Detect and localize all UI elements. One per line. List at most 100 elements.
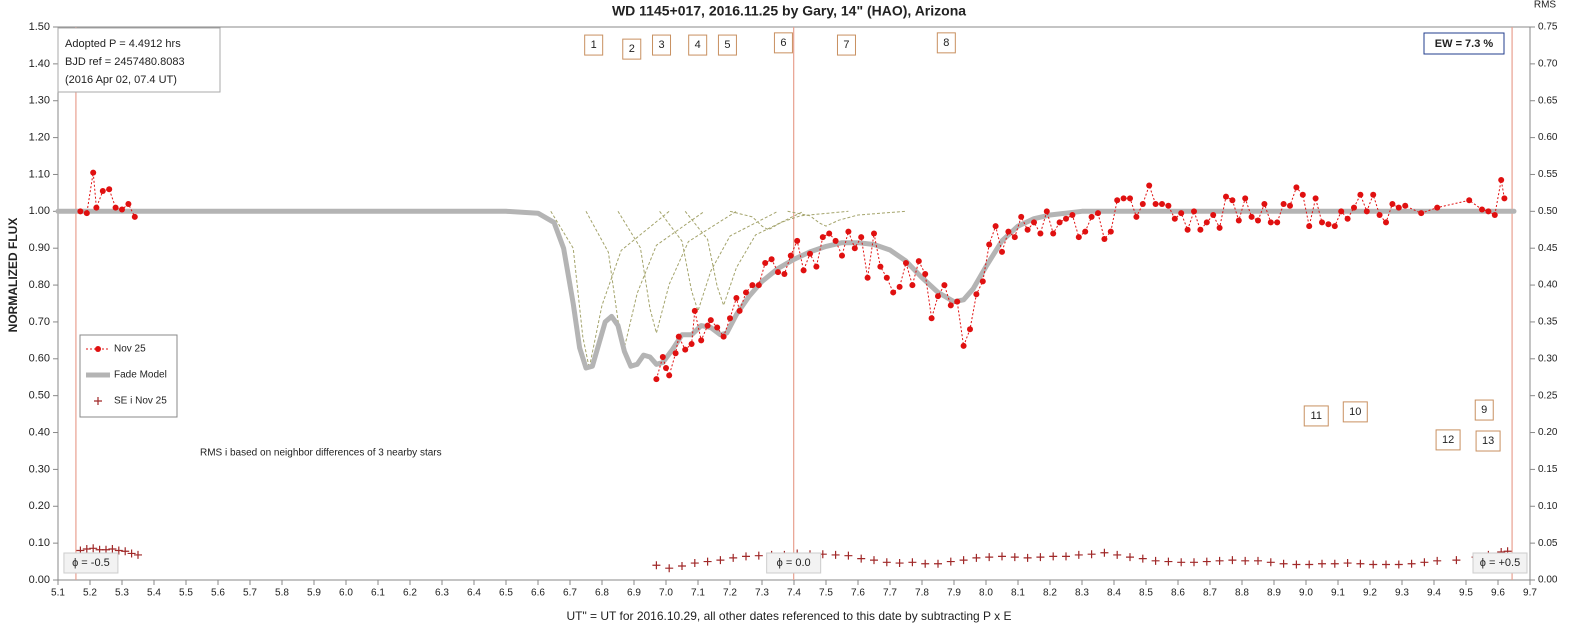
data-point	[928, 315, 935, 322]
data-point	[1287, 202, 1293, 209]
data-point	[1178, 210, 1185, 217]
data-point	[1389, 200, 1396, 207]
chart-title: WD 1145+017, 2016.11.25 by Gary, 14" (HA…	[612, 3, 966, 19]
data-point	[845, 228, 852, 235]
y2-tick-label: 0.25	[1538, 390, 1558, 401]
se-cross	[1228, 556, 1237, 565]
se-cross	[1164, 557, 1173, 566]
se-cross	[1138, 554, 1147, 563]
ew-box	[1423, 32, 1505, 55]
data-point	[1331, 223, 1338, 230]
x-tick-label: 6.6	[531, 588, 545, 599]
data-point	[1203, 219, 1210, 226]
se-cross	[665, 564, 674, 573]
se-cross	[895, 559, 904, 568]
data-point	[1319, 219, 1325, 226]
x-tick-label: 9.4	[1427, 588, 1441, 599]
data-point	[1107, 228, 1114, 235]
se-cross	[121, 547, 130, 556]
data-point	[775, 269, 781, 276]
data-point	[112, 204, 119, 211]
annotation-box	[936, 32, 956, 54]
data-point	[1037, 230, 1044, 237]
data-point	[973, 291, 980, 298]
se-cross	[1292, 560, 1301, 569]
x-tick-label: 8.8	[1235, 588, 1249, 599]
se-cross	[959, 556, 968, 565]
y2-tick-label: 0.35	[1538, 317, 1558, 328]
data-point	[1434, 204, 1441, 211]
y-tick-label: 0.00	[29, 574, 50, 586]
data-point	[762, 259, 769, 266]
data-point	[1005, 228, 1012, 235]
data-point	[1082, 228, 1089, 235]
annotation-label: 4	[695, 39, 701, 51]
data-point	[755, 282, 762, 289]
data-point	[1191, 208, 1197, 215]
data-point	[77, 208, 84, 215]
data-point	[1363, 208, 1370, 215]
y2-tick-label: 0.70	[1538, 59, 1558, 70]
se-cross	[1113, 550, 1122, 559]
se-cross	[882, 558, 891, 567]
data-point	[1101, 235, 1108, 242]
ew-label: EW = 7.3 %	[1435, 38, 1494, 50]
annotation-box	[584, 34, 604, 56]
legend-swatch	[95, 346, 101, 352]
se-cross	[972, 553, 981, 562]
data-point	[93, 204, 100, 211]
se-cross	[1087, 550, 1096, 559]
se-cross	[1241, 556, 1250, 565]
data-point	[896, 283, 903, 290]
annotation-label: 6	[780, 37, 786, 49]
phase-label: ϕ = -0.5	[72, 557, 110, 569]
x-tick-label: 7.4	[787, 588, 801, 599]
phase-label: ϕ = +0.5	[1480, 557, 1520, 569]
se-cross	[934, 559, 942, 568]
annotation-label: 13	[1482, 435, 1494, 447]
se-cross	[1330, 559, 1339, 568]
x-tick-label: 8.3	[1075, 588, 1089, 599]
x-tick-label: 6.9	[627, 588, 641, 599]
data-point	[1485, 208, 1492, 215]
data-point	[1395, 204, 1402, 211]
se-cross	[998, 552, 1006, 561]
data-point	[1418, 210, 1425, 217]
data-point	[1248, 213, 1255, 220]
data-point	[1351, 204, 1357, 211]
data-point	[915, 258, 922, 265]
data-point	[1114, 197, 1121, 204]
data-point	[1402, 202, 1409, 209]
phase-label-box	[63, 552, 119, 574]
se-cross	[946, 557, 955, 566]
se-cross	[1177, 558, 1186, 567]
y-tick-label: 1.10	[29, 168, 50, 180]
y-tick-label: 0.60	[29, 353, 50, 365]
note: RMS i based on neighbor differences of 3…	[200, 448, 442, 459]
se-cross	[1190, 558, 1198, 567]
data-point	[1255, 217, 1261, 224]
info-line: BJD ref = 2457480.8083	[65, 56, 185, 68]
legend-swatch	[94, 397, 102, 405]
y-tick-label: 1.40	[29, 58, 50, 70]
data-point	[1325, 221, 1332, 228]
y2-tick-label: 0.15	[1538, 464, 1558, 475]
annotation-box	[652, 34, 672, 56]
y2-tick-label: 0.30	[1538, 353, 1558, 364]
se-cross	[1433, 556, 1442, 565]
se-cross	[921, 559, 930, 568]
x-tick-label: 6.3	[435, 588, 449, 599]
data-point	[1376, 212, 1383, 219]
data-point	[1216, 224, 1223, 231]
data-point	[1127, 195, 1133, 202]
x-tick-label: 5.8	[275, 588, 289, 599]
y-tick-label: 1.30	[29, 95, 50, 107]
data-point	[106, 186, 113, 193]
annotation-label: 7	[843, 39, 849, 51]
data-point	[839, 252, 845, 259]
data-point	[1370, 191, 1377, 198]
se-cross	[1023, 553, 1032, 562]
y-tick-label: 0.20	[29, 500, 50, 512]
se-cross	[1151, 556, 1160, 565]
